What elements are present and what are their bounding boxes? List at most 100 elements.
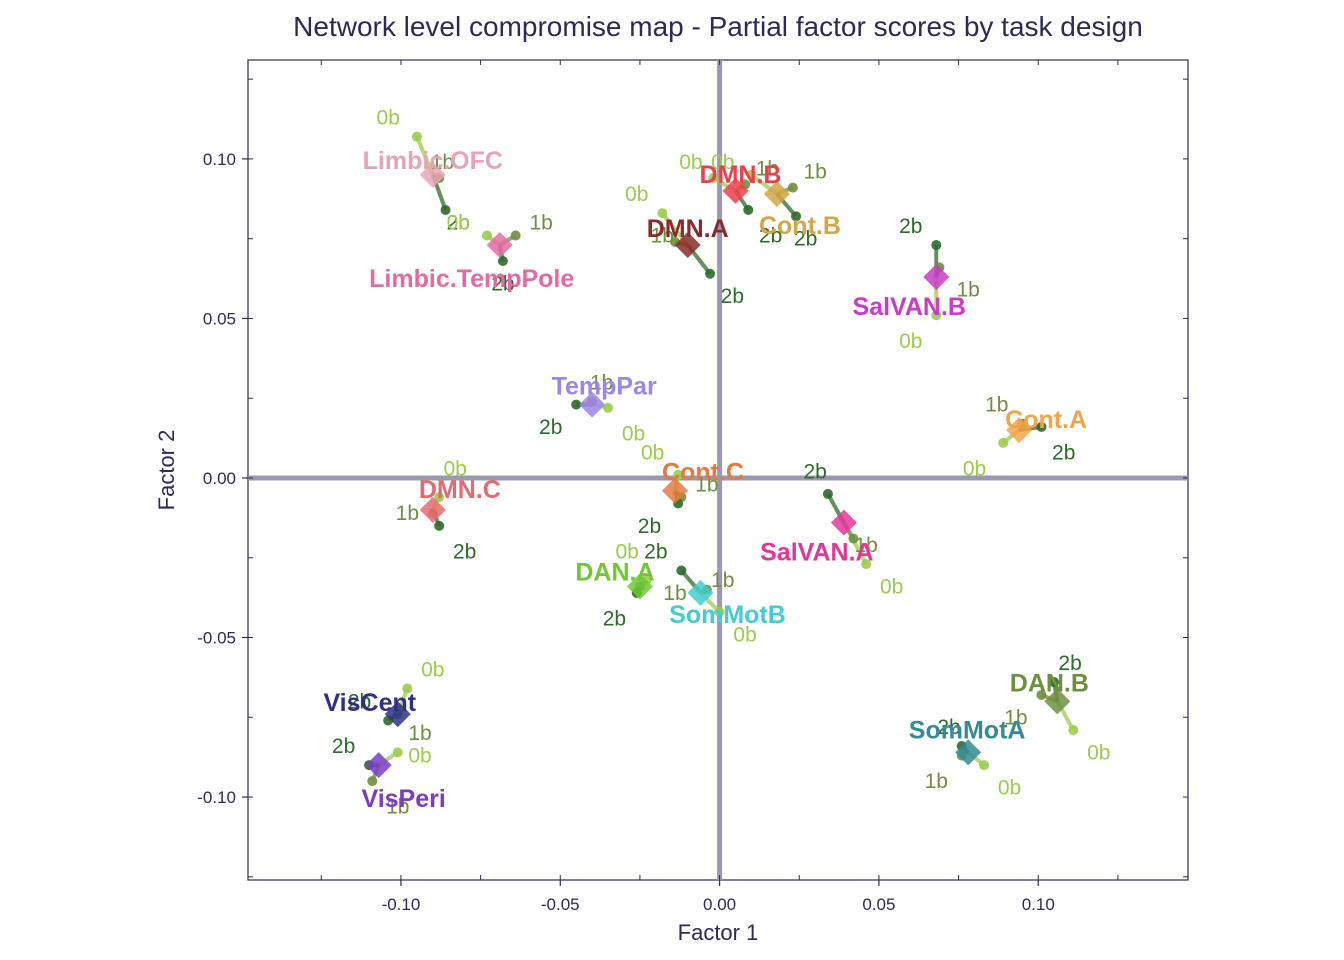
design-label-cont-c-1b: 1b [695, 473, 718, 496]
design-label-salvan-b-0b: 0b [899, 330, 922, 353]
design-label-cont-a-2b: 2b [1052, 441, 1075, 464]
center-dan-a [626, 573, 653, 600]
point-dmn-a-0b [657, 208, 668, 219]
center-temppar [579, 391, 606, 418]
center-cont-b [763, 181, 790, 208]
network-label-dmn-c: DMN.C [419, 476, 501, 504]
network-label-dan-a: DAN.A [575, 558, 654, 586]
design-label-salvan-a-1b: 1b [854, 534, 877, 557]
point-dan-b-1b [1036, 689, 1047, 700]
network-label-salvan-b: SalVAN.B [853, 293, 966, 321]
design-label-limbic-ofc-0b: 0b [377, 106, 400, 129]
point-dmn-b-2b [743, 204, 754, 215]
point-salvan-a-0b [861, 559, 872, 570]
center-salvan-b [923, 263, 950, 290]
design-label-salvan-b-1b: 1b [956, 279, 979, 302]
design-label-temppar-0b: 0b [622, 422, 645, 445]
network-label-dan-b: DAN.B [1010, 669, 1089, 697]
point-limbic-temppole-2b [497, 256, 508, 267]
point-salvan-b-0b [931, 310, 942, 321]
x-tick-label: 0.05 [862, 895, 895, 914]
point-cont-b-1b [787, 182, 798, 193]
design-label-visperi-1b: 1b [386, 796, 409, 819]
network-label-dmn-b: DMN.B [700, 161, 782, 189]
center-dmn-c [419, 496, 446, 523]
network-centers [365, 161, 1071, 779]
point-dmn-a-2b [705, 268, 716, 279]
center-sommota [955, 739, 982, 766]
design-label-visperi-2b: 2b [332, 735, 355, 758]
point-limbic-temppole-0b [481, 230, 492, 241]
point-visperi-0b [392, 747, 403, 758]
design-label-sommota-0b: 0b [998, 776, 1021, 799]
point-temppar-0b [603, 402, 614, 413]
point-dmn-c-0b [434, 492, 445, 503]
design-label-limbic-ofc-1b: 1b [431, 151, 454, 174]
design-label-limbic-ofc-2b: 2b [447, 212, 470, 235]
design-label-dmn-a-1b: 1b [651, 224, 674, 247]
design-label-cont-b-1b: 1b [804, 161, 827, 184]
design-label-viscent-2b: 2b [348, 690, 371, 713]
y-tick-label: 0.05 [203, 309, 236, 328]
design-label-cont-b-2b: 2b [794, 228, 817, 251]
network-labels: Limbic.OFC Limbic.TempPole DMN.B Cont.B DMN.… [323, 147, 1088, 813]
design-label-sommotb-1b: 1b [711, 569, 734, 592]
design-label-dan-a-2b: 2b [603, 607, 626, 630]
design-label-dan-a-0b: 0b [616, 540, 639, 563]
axis-ticks: -0.10 -0.05 0.00 0.05 0.10 -0.10 -0.05 0.00 0.05… [197, 60, 1188, 914]
design-label-cont-a-1b: 1b [985, 394, 1008, 417]
design-label-dmn-c-0b: 0b [443, 457, 466, 480]
point-visperi-1b [367, 776, 378, 787]
design-label-salvan-b-2b: 2b [899, 215, 922, 238]
y-axis-title: Factor 2 [154, 430, 179, 511]
center-viscent [384, 701, 411, 728]
network-label-cont-b: Cont.B [759, 212, 841, 240]
point-dan-b-2b [1049, 677, 1060, 688]
design-label-cont-c-2b: 2b [638, 515, 661, 538]
network-label-cont-c: Cont.C [662, 459, 744, 487]
y-tick-label: 0.00 [203, 469, 236, 488]
design-label-sommota-2b: 2b [937, 716, 960, 739]
design-label-dmn-b-1b: 1b [756, 157, 779, 180]
network-label-viscent: VisCent [323, 689, 416, 717]
design-label-cont-a-0b: 0b [963, 457, 986, 480]
point-viscent-0b [402, 683, 413, 694]
design-label-temppar-2b: 2b [539, 416, 562, 439]
point-dmn-c-2b [434, 520, 445, 531]
center-visperi [365, 752, 392, 779]
point-cont-a-0b [998, 437, 1009, 448]
design-label-temppar-1b: 1b [590, 371, 613, 394]
design-label-salvan-a-2b: 2b [804, 461, 827, 484]
design-label-limbic-temppole-1b: 1b [529, 212, 552, 235]
design-label-dan-b-0b: 0b [1087, 741, 1110, 764]
design-label-sommotb-2b: 2b [644, 540, 667, 563]
x-tick-label: -0.05 [541, 895, 580, 914]
x-tick-label: 0.10 [1022, 895, 1055, 914]
design-label-sommotb-0b: 0b [733, 623, 756, 646]
design-label-limbic-temppole-2b: 2b [491, 272, 514, 295]
x-tick-label: -0.10 [382, 895, 421, 914]
network-label-cont-a: Cont.A [1005, 406, 1087, 434]
network-label-dmn-a: DMN.A [647, 215, 729, 243]
network-label-limbic-ofc: Limbic.OFC [363, 147, 503, 175]
point-cont-c-0b [673, 469, 684, 480]
design-label-sommota-1b: 1b [925, 770, 948, 793]
point-dmn-b-0b [708, 173, 719, 184]
network-label-limbic-temppole: Limbic.TempPole [369, 265, 574, 293]
point-cont-b-0b [746, 169, 757, 180]
point-salvan-b-2b [931, 240, 942, 251]
network-label-visperi: VisPeri [361, 785, 445, 813]
center-cont-c [661, 477, 688, 504]
y-tick-label: -0.10 [197, 788, 236, 807]
point-sommotb-2b [676, 565, 687, 576]
network-label-sommotb: SomMotB [669, 601, 786, 629]
design-label-dmn-c-1b: 1b [396, 502, 419, 525]
center-sommotb [687, 579, 714, 606]
center-limbic-ofc [419, 161, 446, 188]
design-label-dmn-b-2b: 2b [759, 224, 782, 247]
design-label-cont-b-0b: 0b [711, 151, 734, 174]
x-axis-title: Factor 1 [678, 920, 759, 945]
chart-title: Network level compromise map - Partial f… [293, 11, 1143, 42]
design-label-dan-b-1b: 1b [1004, 706, 1027, 729]
